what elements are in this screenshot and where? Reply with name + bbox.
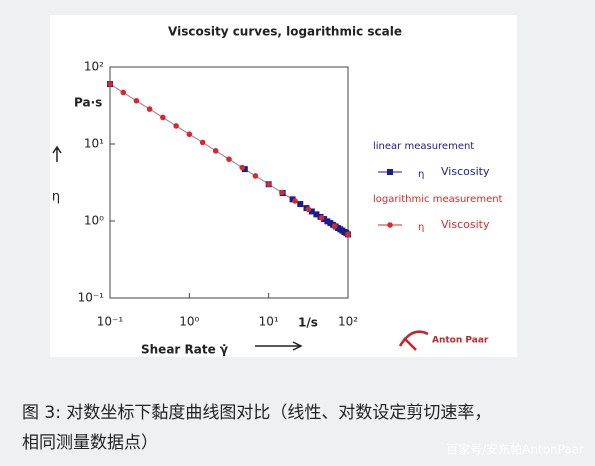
x-tick-label: 10⁰: [179, 315, 199, 329]
data-point: [279, 189, 285, 196]
data-point: [305, 206, 312, 213]
y-tick-label: 10⁻¹: [78, 291, 105, 305]
y-label: η: [52, 190, 60, 205]
data-point: [297, 201, 304, 208]
data-point: [212, 148, 219, 154]
legend-group: linear measurement: [373, 141, 474, 152]
legend-symbol: η: [418, 222, 424, 233]
x-tick-label: 10⁻¹: [97, 315, 124, 329]
legend-marker: [387, 222, 393, 228]
data-point: [120, 89, 127, 96]
y-unit: Pa·s: [74, 96, 102, 110]
data-point: [199, 139, 206, 146]
x-tick-label: 10²: [338, 315, 358, 329]
data-point: [107, 81, 113, 87]
legend-marker: [387, 169, 393, 175]
chart-panel: [50, 15, 517, 357]
caption-line: 图 3: 对数坐标下黏度曲线图对比（线性、对数设定剪切速率，: [22, 403, 491, 423]
x-label: Shear Rate γ̇: [141, 343, 228, 357]
legend-symbol: η: [418, 169, 424, 180]
legend-label: Viscosity: [441, 165, 490, 178]
plot-frame: [109, 66, 349, 299]
x-tick-label: 10¹: [259, 315, 279, 329]
data-point: [186, 131, 193, 138]
data-point: [265, 181, 272, 188]
caption-line: 相同测量数据点）: [22, 433, 158, 453]
x-arrow: [255, 341, 303, 351]
legend-label: Viscosity: [441, 218, 490, 231]
data-point: [252, 173, 259, 179]
watermark: 百家号/安东帕AntonPaar: [446, 442, 584, 457]
y-tick-label: 10¹: [84, 137, 104, 151]
data-point: [226, 156, 232, 162]
data-point: [345, 231, 351, 238]
y-arrow: [52, 145, 62, 162]
data-point: [146, 106, 153, 112]
data-point: [331, 223, 338, 229]
data-point: [289, 196, 296, 203]
y-tick-label: 10²: [84, 60, 104, 74]
brand: Anton Paar: [432, 336, 489, 346]
data-point: [321, 216, 328, 223]
chart-title: Viscosity curves, logarithmic scale: [168, 25, 402, 39]
data-point: [173, 123, 179, 129]
data-point: [318, 215, 325, 221]
data-point: [133, 97, 140, 104]
data-point: [239, 164, 246, 171]
x-unit: 1/s: [298, 316, 318, 330]
data-point: [292, 198, 298, 204]
data-point: [313, 211, 320, 218]
y-tick-label: 10⁰: [84, 214, 104, 228]
data-point: [160, 114, 166, 121]
brand-logo: [398, 330, 429, 351]
legend-group: logarithmic measurement: [373, 194, 503, 205]
data-point: [308, 208, 315, 215]
data-point: [241, 166, 248, 173]
